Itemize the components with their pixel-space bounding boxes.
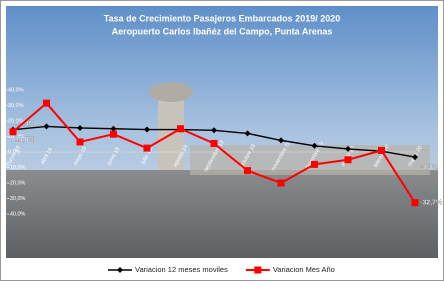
legend-label: Variacion 12 meses moviles (135, 265, 228, 274)
chart-subtitle: Aeropuerto Carlos Ibañéz del Campo, Punt… (112, 26, 333, 36)
legend-marker (254, 267, 261, 274)
marker (211, 140, 218, 147)
data-label: 13,0% (15, 137, 36, 144)
marker (412, 199, 419, 206)
marker (10, 128, 17, 135)
marker (144, 145, 151, 152)
marker (244, 167, 251, 174)
y-tick-label: 30,0% (8, 103, 24, 109)
marker (378, 147, 385, 154)
marker (177, 125, 184, 132)
marker (77, 138, 84, 145)
y-tick-label: -20,0% (8, 180, 26, 186)
y-tick-label: -30,0% (8, 196, 26, 202)
chart-title: Tasa de Crecimiento Pasajeros Embarcados… (104, 13, 340, 23)
y-tick-label: -40,0% (8, 211, 26, 217)
data-label: -32,7% (420, 200, 443, 207)
photo-tower-top (149, 82, 193, 102)
marker (345, 156, 352, 163)
marker (110, 131, 117, 138)
y-tick-label: 40,0% (8, 87, 24, 93)
chart: Tasa de Crecimiento Pasajeros Embarcados… (0, 0, 444, 281)
legend: Variacion 12 meses moviles Variacion Mes … (108, 265, 335, 274)
marker (43, 100, 50, 107)
marker (278, 180, 285, 187)
marker (311, 161, 318, 168)
data-label: -3,3% (420, 164, 439, 171)
photo-ground (6, 170, 438, 258)
legend-label: Variacion Mes Año (273, 265, 335, 274)
